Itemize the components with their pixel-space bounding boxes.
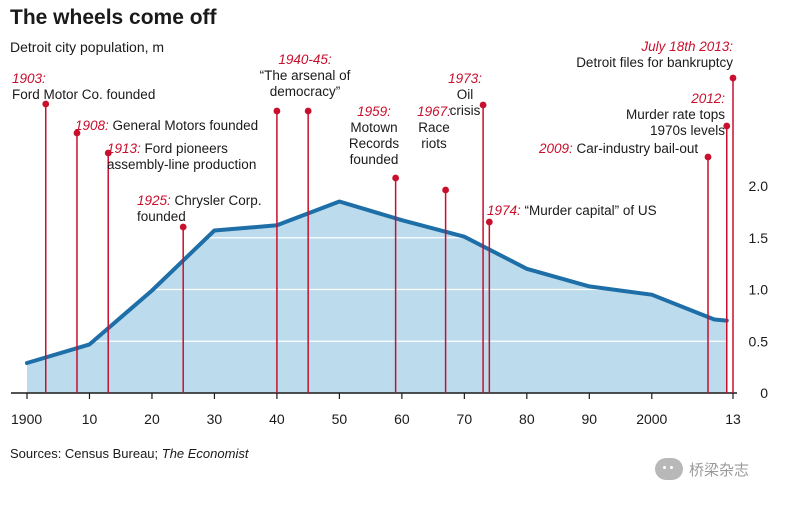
x-tick-label-3: 30 (207, 411, 223, 427)
annotation-2012: 2012: Murder rate tops 1970s levels (626, 91, 725, 138)
annotation-text-1974: 1974: “Murder capital” of US (487, 203, 657, 218)
annotation-line: Ford pioneers (141, 141, 228, 156)
marker-dot-1940 (273, 107, 281, 115)
x-tick-label-4: 40 (269, 411, 285, 427)
chart-title: The wheels come off (10, 6, 218, 29)
annotation-line: riots (421, 136, 447, 151)
annotation-line: “Murder capital” of US (521, 203, 657, 218)
x-tick-label-7: 70 (457, 411, 473, 427)
y-tick-label-4: 2.0 (749, 178, 769, 194)
source-prefix: Sources: Census Bureau; (10, 446, 162, 461)
annotation-1925: 1925: Chrysler Corp. founded (137, 193, 262, 224)
chart-subtitle: Detroit city population, m (10, 39, 164, 55)
marker-dot-1959 (392, 174, 400, 182)
x-tick-label-5: 50 (332, 411, 348, 427)
annotation-date: 1940-45: (278, 52, 332, 67)
annotation-line: General Motors founded (109, 118, 258, 133)
watermark: 桥梁杂志 (655, 458, 749, 480)
annotation-text-1940: 1940-45: “The arsenal of democracy” (260, 52, 351, 99)
y-tick-label-2: 1.0 (749, 282, 769, 298)
wechat-icon (655, 458, 683, 480)
annotation-date: 1925: (137, 193, 171, 208)
annotation-line: Oil (457, 87, 474, 102)
y-tick-label-3: 1.5 (749, 230, 769, 246)
annotation-text-2013: July 18th 2013: Detroit files for bankrup… (576, 39, 733, 70)
marker-dot-1908 (73, 129, 81, 137)
chart-source: Sources: Census Bureau; The Economist (10, 446, 250, 461)
marker-dot-1925 (179, 223, 187, 231)
x-tick-label-0: 1900 (11, 411, 42, 427)
annotation-line: founded (350, 152, 399, 167)
x-tick-label-2: 20 (144, 411, 160, 427)
annotation-date: 1973: (448, 71, 482, 86)
x-tick-label-9: 90 (582, 411, 598, 427)
x-tick-label-6: 60 (394, 411, 410, 427)
annotation-text-1908: 1908: General Motors founded (75, 118, 258, 133)
marker-dot-2009 (704, 153, 712, 161)
annotation-line: Ford Motor Co. founded (12, 87, 155, 102)
annotation-1967: 1967: Race riots (417, 104, 451, 151)
annotation-date: 2009: (538, 141, 573, 156)
y-tick-label-0: 0 (760, 385, 768, 401)
source-italic: The Economist (162, 446, 250, 461)
marker-dot-1945 (304, 107, 312, 115)
annotation-line: assembly-line production (107, 157, 256, 172)
annotation-1940: 1940-45: “The arsenal of democracy” (260, 52, 351, 99)
annotation-text-1967: 1967: Race riots (417, 104, 451, 151)
annotation-line: Motown (350, 120, 397, 135)
annotation-2009: 2009: Car-industry bail-out (538, 141, 698, 156)
marker-dot-1967 (442, 186, 450, 194)
annotation-date: 1959: (357, 104, 391, 119)
annotation-line: “The arsenal of (260, 68, 351, 83)
annotation-text-1903: 1903: Ford Motor Co. founded (12, 71, 155, 102)
marker-dot-1913 (104, 149, 112, 157)
annotation-1974: 1974: “Murder capital” of US (487, 203, 657, 218)
annotation-line: 1970s levels (650, 123, 725, 138)
x-tick-label-1: 10 (82, 411, 98, 427)
population-line (25, 199, 729, 365)
annotation-date: 1908: (75, 118, 109, 133)
watermark-text: 桥梁杂志 (689, 460, 750, 479)
annotation-text-1913: 1913: Ford pioneers assembly-line product… (107, 141, 256, 172)
annotation-text-1959: 1959: Motown Records founded (349, 104, 400, 167)
annotation-line: Car-industry bail-out (573, 141, 699, 156)
annotation-line: Chrysler Corp. (171, 193, 262, 208)
marker-dot-1973 (479, 101, 487, 109)
annotation-1973: 1973: Oil crisis (448, 71, 482, 118)
marker-dot-1903 (42, 100, 50, 108)
annotation-line: Records (349, 136, 400, 151)
annotation-text-2012: 2012: Murder rate tops 1970s levels (626, 91, 725, 138)
annotation-date: 1903: (12, 71, 46, 86)
annotation-date: 2012: (690, 91, 725, 106)
annotation-date: 1913: (107, 141, 141, 156)
annotation-line: Race (418, 120, 450, 135)
x-tick-label-8: 80 (519, 411, 535, 427)
x-tick-label-10: 2000 (636, 411, 667, 427)
annotation-1959: 1959: Motown Records founded (349, 104, 400, 167)
annotation-1908: 1908: General Motors founded (75, 118, 258, 133)
marker-dot-2012 (723, 122, 731, 130)
population-area (27, 201, 727, 393)
x-tick-label-11: 13 (725, 411, 741, 427)
annotation-text-1973: 1973: Oil crisis (448, 71, 482, 118)
annotation-text-2009: 2009: Car-industry bail-out (538, 141, 698, 156)
annotation-date: 1974: (487, 203, 521, 218)
annotation-date: July 18th 2013: (640, 39, 733, 54)
annotation-line: democracy” (270, 84, 341, 99)
annotation-date: 1967: (417, 104, 451, 119)
annotation-1913: 1913: Ford pioneers assembly-line product… (107, 141, 256, 172)
annotation-line: crisis (450, 103, 481, 118)
marker-dot-1974 (485, 218, 493, 226)
annotation-line: founded (137, 209, 186, 224)
annotation-1903: 1903: Ford Motor Co. founded (12, 71, 155, 102)
annotation-line: Detroit files for bankruptcy (576, 55, 733, 70)
y-tick-label-1: 0.5 (749, 333, 769, 349)
marker-dot-2013 (729, 74, 737, 82)
annotation-text-1925: 1925: Chrysler Corp. founded (137, 193, 262, 224)
annotation-2013: July 18th 2013: Detroit files for bankrup… (576, 39, 733, 70)
annotation-line: Murder rate tops (626, 107, 725, 122)
